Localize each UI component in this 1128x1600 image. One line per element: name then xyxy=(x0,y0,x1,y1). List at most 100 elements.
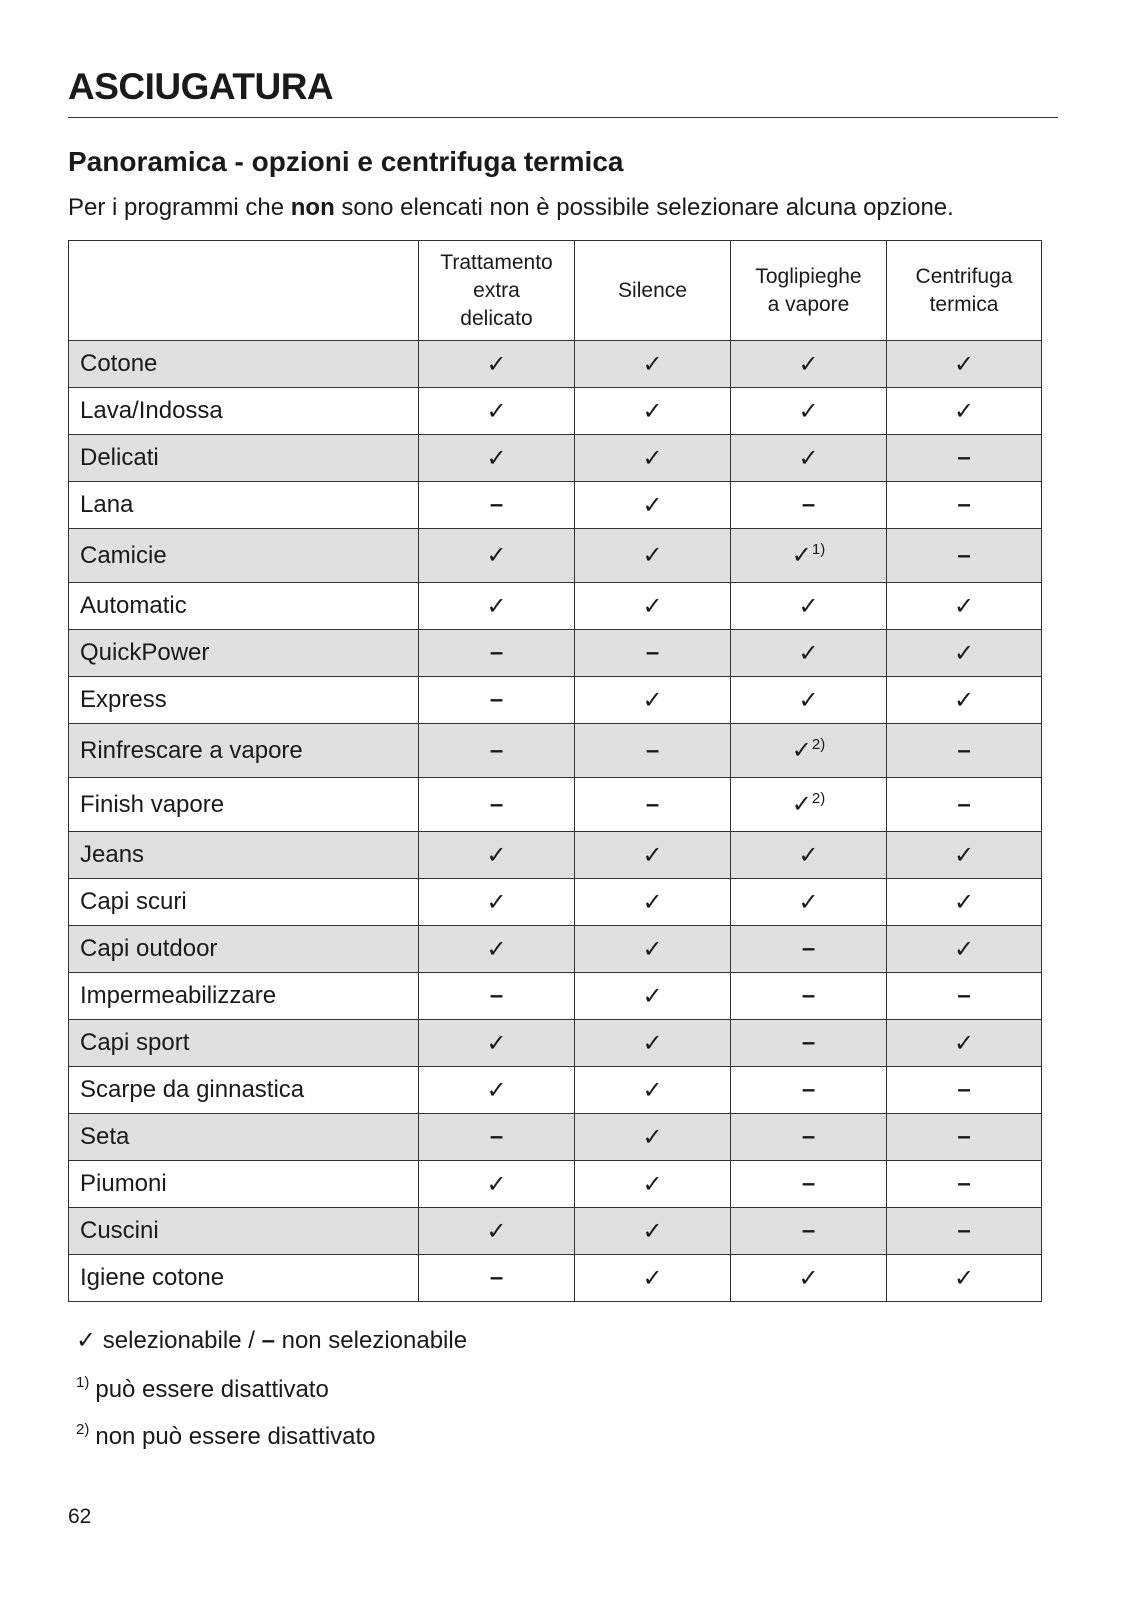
option-mark: ✓ xyxy=(642,443,663,472)
row-label: Seta xyxy=(80,1123,130,1150)
option-cell: ✓ xyxy=(730,340,887,388)
table-row: Cuscini ✓ ✓ – – xyxy=(68,1207,1042,1255)
row-label: Cuscini xyxy=(80,1217,159,1244)
row-label-cell: Jeans xyxy=(68,831,419,879)
option-cell: ✓ xyxy=(574,387,731,435)
option-cell: – xyxy=(886,1160,1042,1208)
row-label: Finish vapore xyxy=(80,790,225,818)
option-mark: ✓ xyxy=(642,1122,663,1151)
table-row: Rinfrescare a vapore – – ✓2) – xyxy=(68,723,1042,778)
option-mark: ✓ xyxy=(486,591,507,620)
row-label-cell: Capi scuri xyxy=(68,878,419,926)
option-cell: ✓ xyxy=(418,1019,575,1067)
table-row: Scarpe da ginnastica ✓ ✓ – – xyxy=(68,1066,1042,1114)
option-mark: ✓ xyxy=(486,887,507,916)
option-mark: ✓ xyxy=(486,1169,507,1198)
option-cell: ✓ xyxy=(574,676,731,724)
option-mark: ✓ xyxy=(642,934,663,963)
option-cell: – xyxy=(886,434,1042,482)
option-mark: – xyxy=(957,1123,971,1150)
table-row: Capi sport ✓ ✓ – ✓ xyxy=(68,1019,1042,1067)
option-mark: – xyxy=(645,790,660,818)
page-title: ASCIUGATURA xyxy=(68,66,334,107)
option-mark: – xyxy=(801,982,816,1009)
legend-check: ✓ xyxy=(76,1326,97,1354)
option-note: 1) xyxy=(811,541,826,558)
row-label: Igiene cotone xyxy=(80,1264,225,1291)
column-header: Toglipieghe a vapore xyxy=(730,240,887,341)
option-cell: ✓ xyxy=(418,528,575,583)
option-mark: ✓ xyxy=(642,349,663,378)
row-label-cell: Scarpe da ginnastica xyxy=(68,1066,419,1114)
option-mark: – xyxy=(957,491,971,518)
row-label: Lava/Indossa xyxy=(80,397,223,424)
row-label-cell: Piumoni xyxy=(68,1160,419,1208)
option-cell: ✓ xyxy=(886,878,1042,926)
option-cell: ✓ xyxy=(886,831,1042,879)
option-cell: ✓ xyxy=(886,925,1042,973)
column-header-line: Toglipieghe xyxy=(755,264,862,288)
option-cell: – xyxy=(886,481,1042,529)
option-cell: ✓ xyxy=(730,1254,887,1302)
option-cell: ✓ xyxy=(574,1160,731,1208)
option-cell: ✓ xyxy=(730,387,887,435)
option-cell: – xyxy=(574,777,731,832)
option-cell: – xyxy=(730,1066,887,1114)
table-row: Piumoni ✓ ✓ – – xyxy=(68,1160,1042,1208)
column-header-line: Centrifuga xyxy=(915,264,1013,288)
option-mark: – xyxy=(957,736,971,764)
table-row: Igiene cotone – ✓ ✓ ✓ xyxy=(68,1254,1042,1302)
option-cell: ✓ xyxy=(418,1160,575,1208)
table-row: Delicati ✓ ✓ ✓ – xyxy=(68,434,1042,482)
option-mark: ✓ xyxy=(642,1169,663,1198)
row-label-cell: Lana xyxy=(68,481,419,529)
option-mark: – xyxy=(489,982,504,1009)
table-row: Automatic ✓ ✓ ✓ ✓ xyxy=(68,582,1042,630)
footnote-mark: 1) xyxy=(76,1374,90,1391)
option-mark: ✓ xyxy=(953,638,975,667)
option-cell: – xyxy=(730,1019,887,1067)
option-mark: – xyxy=(957,541,971,569)
table-row: Finish vapore – – ✓2) – xyxy=(68,777,1042,832)
option-mark: ✓ xyxy=(953,887,975,916)
option-mark: – xyxy=(489,491,504,518)
row-label-cell: Delicati xyxy=(68,434,419,482)
table-row: QuickPower – – ✓ ✓ xyxy=(68,629,1042,677)
option-mark: – xyxy=(489,736,504,764)
column-header-line: a vapore xyxy=(767,292,850,316)
row-label: Jeans xyxy=(80,841,145,868)
option-mark: – xyxy=(489,686,504,713)
table-row: Impermeabilizzare – ✓ – – xyxy=(68,972,1042,1020)
option-mark: – xyxy=(801,1217,816,1244)
option-mark: ✓ xyxy=(486,349,507,378)
row-label: Capi outdoor xyxy=(80,935,218,962)
option-mark: ✓ xyxy=(798,840,819,869)
option-mark: ✓ xyxy=(953,349,975,378)
option-cell: – xyxy=(730,481,887,529)
option-cell: – xyxy=(886,1113,1042,1161)
header-row: Trattamento extra delicato Silence Toglipieg… xyxy=(68,240,1042,341)
option-mark: ✓ xyxy=(642,887,663,916)
option-cell: – xyxy=(418,481,575,529)
option-cell: – xyxy=(730,1113,887,1161)
option-cell: ✓ xyxy=(886,629,1042,677)
column-header: Silence xyxy=(574,240,731,341)
option-cell: ✓ xyxy=(730,629,887,677)
option-cell: – xyxy=(730,925,887,973)
option-mark: – xyxy=(489,639,504,666)
option-cell: – xyxy=(418,972,575,1020)
option-mark: ✓ xyxy=(486,840,507,869)
option-mark: ✓ xyxy=(642,541,663,569)
option-mark: ✓ xyxy=(953,685,975,714)
table-row: Camicie ✓ ✓ ✓1) – xyxy=(68,528,1042,583)
column-header: Centrifuga termica xyxy=(886,240,1042,341)
footnote-text: può essere disattivato xyxy=(95,1376,329,1403)
option-mark: ✓ xyxy=(642,490,663,519)
option-mark: ✓ xyxy=(953,840,975,869)
legend-text: non selezionabile xyxy=(281,1327,468,1354)
option-cell: – xyxy=(886,972,1042,1020)
column-header-line: extra xyxy=(473,278,520,302)
option-cell: ✓ xyxy=(574,1207,731,1255)
option-cell: ✓ xyxy=(418,925,575,973)
